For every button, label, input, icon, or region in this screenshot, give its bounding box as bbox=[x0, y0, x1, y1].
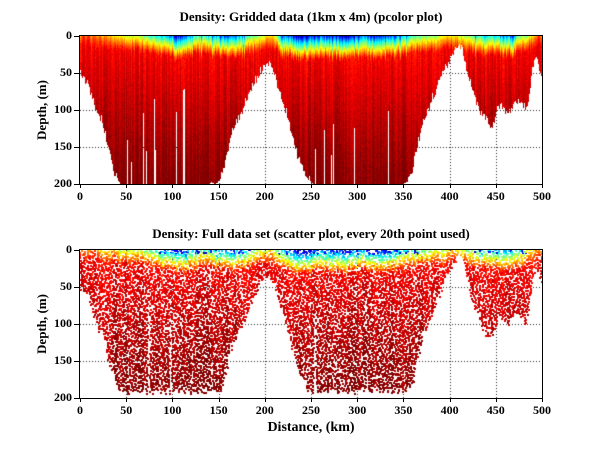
y-tick-label: 50 bbox=[60, 279, 72, 293]
x-tick-label: 100 bbox=[163, 403, 182, 417]
x-tick-mark bbox=[126, 398, 127, 402]
x-tick-label: 350 bbox=[394, 189, 413, 203]
y-tick-mark bbox=[74, 250, 79, 251]
x-tick-mark bbox=[80, 398, 81, 402]
x-tick-mark bbox=[542, 398, 543, 402]
y-tick-mark bbox=[74, 73, 79, 74]
y-tick-mark bbox=[74, 324, 79, 325]
x-tick-mark bbox=[450, 184, 451, 188]
y-tick-mark bbox=[74, 110, 79, 111]
x-tick-label: 50 bbox=[120, 403, 133, 417]
x-tick-mark bbox=[357, 398, 358, 402]
y-tick-label: 150 bbox=[54, 353, 72, 367]
x-tick-label: 0 bbox=[77, 403, 83, 417]
x-tick-label: 300 bbox=[348, 189, 367, 203]
pcolor-canvas bbox=[80, 36, 542, 184]
x-tick-label: 100 bbox=[163, 189, 182, 203]
x-tick-label: 150 bbox=[209, 403, 228, 417]
y-tick-mark bbox=[74, 184, 79, 185]
x-tick-label: 200 bbox=[255, 403, 274, 417]
x-tick-label: 500 bbox=[533, 403, 551, 417]
x-tick-label: 400 bbox=[440, 403, 459, 417]
pcolor-chart-title: Density: Gridded data (1km x 4m) (pcolor… bbox=[179, 9, 443, 24]
scatter-canvas bbox=[80, 250, 542, 398]
x-tick-mark bbox=[450, 398, 451, 402]
y-tick-mark bbox=[74, 287, 79, 288]
x-tick-mark bbox=[311, 184, 312, 188]
x-tick-label: 300 bbox=[348, 403, 367, 417]
x-tick-mark bbox=[496, 398, 497, 402]
x-tick-mark bbox=[403, 184, 404, 188]
x-tick-label: 200 bbox=[255, 189, 274, 203]
x-tick-mark bbox=[311, 398, 312, 402]
x-tick-mark bbox=[265, 398, 266, 402]
x-tick-label: 50 bbox=[120, 189, 133, 203]
y-tick-label: 50 bbox=[60, 65, 72, 79]
x-tick-label: 450 bbox=[486, 189, 505, 203]
pcolor-plot-area bbox=[79, 35, 543, 185]
y-tick-label: 200 bbox=[54, 390, 72, 404]
y-tick-label: 0 bbox=[66, 28, 72, 42]
y-tick-mark bbox=[74, 398, 79, 399]
y-tick-mark bbox=[74, 361, 79, 362]
x-tick-mark bbox=[265, 184, 266, 188]
x-tick-label: 0 bbox=[77, 189, 83, 203]
x-tick-mark bbox=[126, 184, 127, 188]
x-tick-label: 150 bbox=[209, 189, 228, 203]
x-axis-label: Distance, (km) bbox=[267, 420, 355, 435]
x-tick-mark bbox=[357, 184, 358, 188]
x-tick-mark bbox=[403, 398, 404, 402]
y-tick-label: 0 bbox=[66, 242, 72, 256]
x-tick-mark bbox=[172, 398, 173, 402]
y-tick-mark bbox=[74, 36, 79, 37]
scatter-plot-area bbox=[79, 249, 543, 399]
scatter-chart-title: Density: Full data set (scatter plot, ev… bbox=[152, 226, 470, 241]
x-tick-label: 250 bbox=[302, 189, 320, 203]
y-tick-mark bbox=[74, 147, 79, 148]
x-tick-label: 250 bbox=[302, 403, 320, 417]
y-tick-label: 100 bbox=[54, 316, 72, 330]
y-tick-label: 100 bbox=[54, 102, 72, 116]
x-tick-label: 350 bbox=[394, 403, 413, 417]
x-tick-label: 450 bbox=[486, 403, 505, 417]
x-tick-label: 400 bbox=[440, 189, 459, 203]
x-tick-mark bbox=[496, 184, 497, 188]
x-tick-mark bbox=[219, 398, 220, 402]
x-tick-mark bbox=[542, 184, 543, 188]
x-tick-label: 500 bbox=[533, 189, 551, 203]
x-tick-mark bbox=[172, 184, 173, 188]
x-tick-mark bbox=[219, 184, 220, 188]
y-tick-label: 150 bbox=[54, 139, 72, 153]
y-tick-label: 200 bbox=[54, 176, 72, 190]
x-tick-mark bbox=[80, 184, 81, 188]
